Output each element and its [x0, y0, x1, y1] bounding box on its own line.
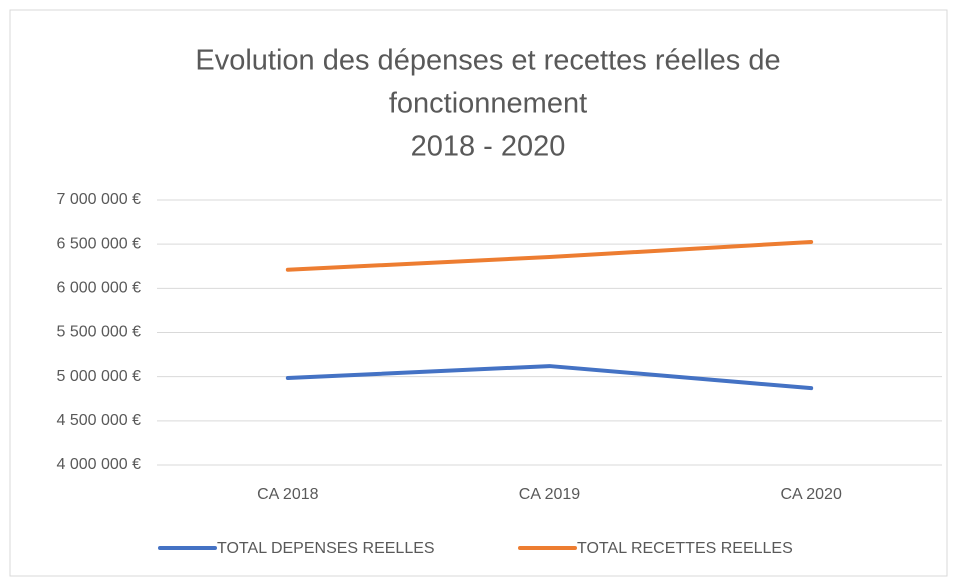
chart-border — [9, 9, 948, 577]
x-tick-label: CA 2018 — [257, 486, 318, 503]
chart-title: 2018 - 2020 — [411, 131, 566, 163]
legend-label: TOTAL DEPENSES REELLES — [217, 540, 435, 557]
y-tick-label: 7 000 000 € — [56, 191, 141, 208]
y-tick-label: 4 000 000 € — [56, 456, 141, 473]
x-tick-label: CA 2019 — [519, 486, 580, 503]
y-tick-label: 5 000 000 € — [56, 368, 141, 385]
series-line — [285, 364, 814, 391]
series-line — [285, 239, 814, 272]
y-tick-label: 4 500 000 € — [56, 412, 141, 429]
chart-title: fonctionnement — [389, 88, 587, 120]
y-tick-label: 6 500 000 € — [56, 235, 141, 252]
chart-title: Evolution des dépenses et recettes réell… — [195, 45, 780, 77]
x-tick-label: CA 2020 — [780, 486, 841, 503]
y-tick-label: 5 500 000 € — [56, 324, 141, 341]
y-tick-label: 6 000 000 € — [56, 280, 141, 297]
legend-label: TOTAL RECETTES REELLES — [577, 540, 793, 557]
